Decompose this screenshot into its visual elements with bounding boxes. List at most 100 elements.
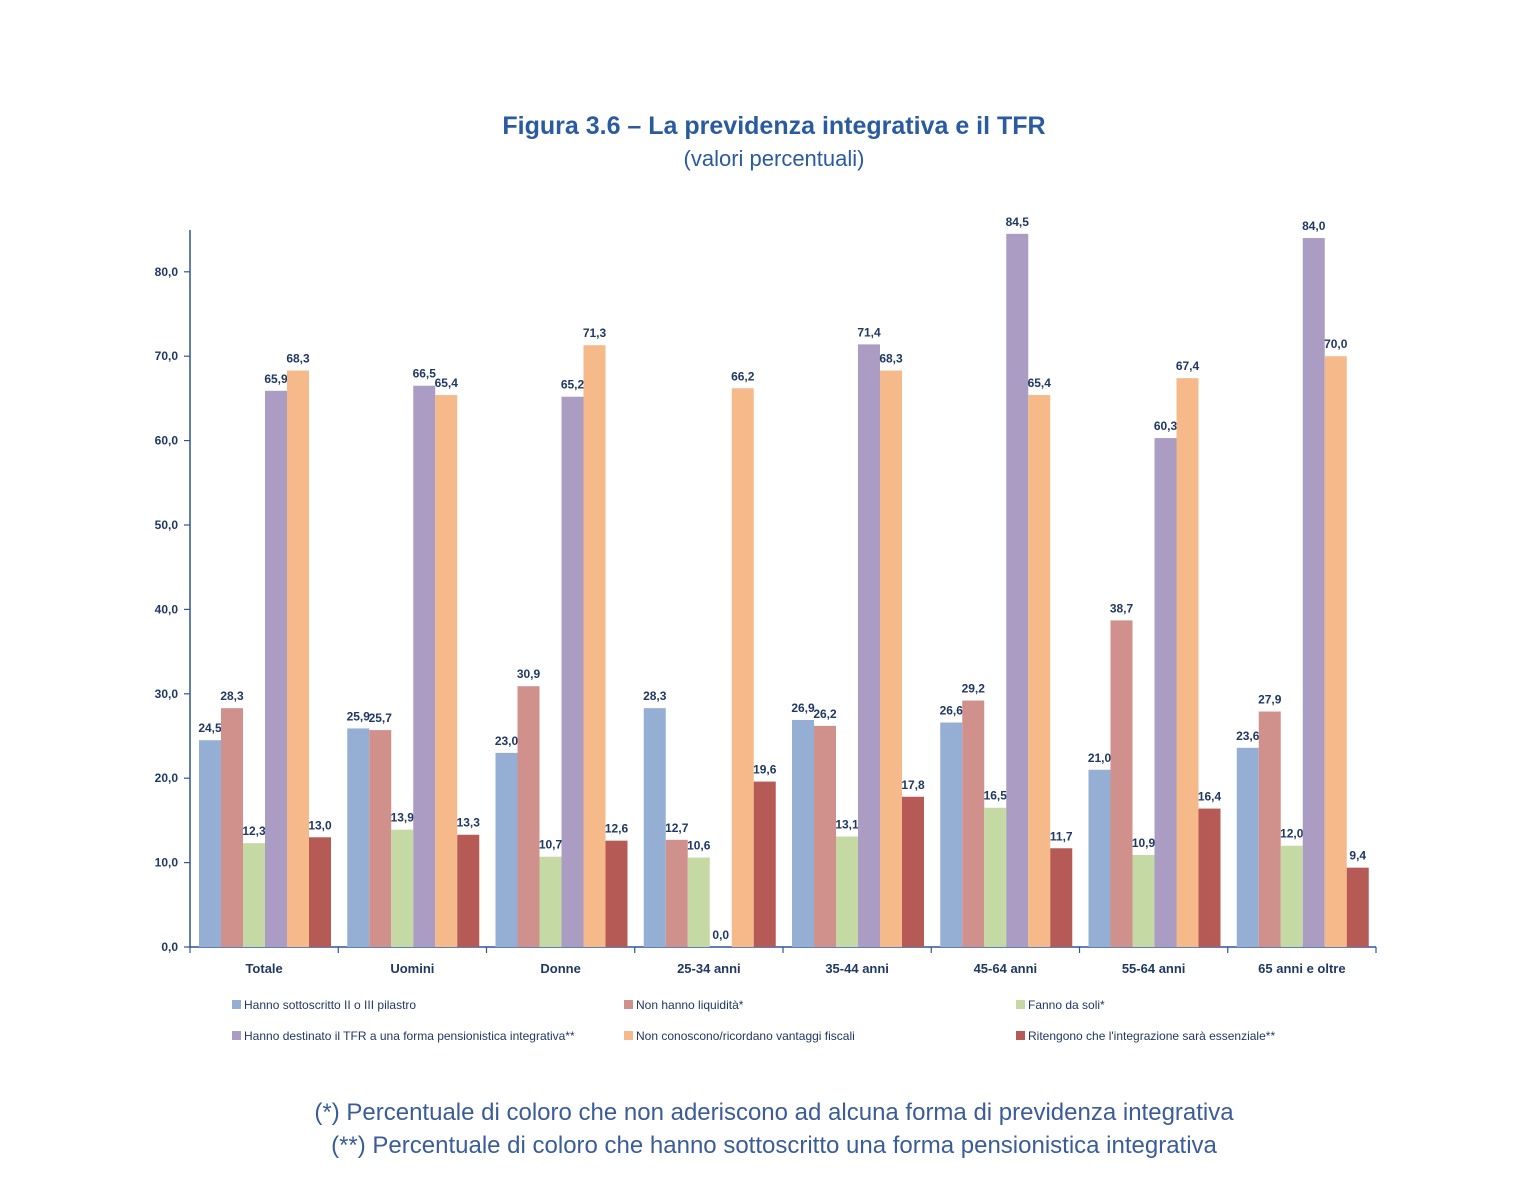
bar [1324,356,1347,947]
data-label: 21,0 [1088,751,1112,765]
data-label: 25,7 [369,711,393,725]
data-label: 67,4 [1176,359,1200,373]
legend-swatch [624,1031,633,1040]
bar [605,840,628,947]
bar [687,857,710,947]
bar [880,370,902,948]
data-label: 9,4 [1349,849,1366,863]
data-label: 13,1 [835,817,859,831]
y-tick-label: 40,0 [155,602,179,616]
data-label: 26,9 [791,701,815,715]
bar [1050,848,1073,947]
bar [962,700,985,947]
bar-chart: 0,0 10,0 20,0 30,0 40,0 50,0 60,0 70,0 80,0 Total… [155,215,1377,1043]
data-label: 29,2 [962,682,986,696]
bar [836,836,858,947]
bar [940,722,963,947]
legend-label: Non conoscono/ricordano vantaggi fiscali [636,1029,855,1043]
data-label: 25,9 [347,709,371,723]
bar [495,752,518,947]
data-label: 13,0 [308,818,332,832]
footnote-single-asterisk: (*) Percentuale di coloro che non aderis… [314,1099,1234,1126]
bar [243,843,265,947]
legend-swatch [232,1031,241,1040]
data-label: 27,9 [1258,693,1282,707]
data-label: 0,0 [712,928,729,942]
data-label: 70,0 [1324,337,1348,351]
data-label: 26,6 [940,703,964,717]
data-label: 13,9 [391,811,415,825]
y-tick-label: 10,0 [155,856,179,870]
bar [457,834,480,947]
data-label: 10,7 [539,838,563,852]
data-label: 23,0 [495,734,519,748]
data-label: 10,6 [687,839,711,853]
bar [1258,711,1281,947]
legend-label: Hanno sottoscritto II o III pilastro [244,998,416,1012]
bar [265,390,287,948]
bar [287,370,309,948]
y-tick-label: 80,0 [155,265,179,279]
bar [199,740,221,947]
bar [1110,620,1133,947]
data-label: 16,5 [984,789,1008,803]
data-label: 13,3 [457,816,481,830]
x-tick-label: 35-44 anni [825,961,889,976]
data-label: 66,2 [731,369,755,383]
data-label: 28,3 [643,689,667,703]
x-tick-label: Totale [245,961,282,976]
chart-title: Figura 3.6 – La previdenza integrativa e… [502,112,1046,140]
bar [413,385,436,947]
bar [1006,233,1029,947]
data-label: 65,4 [435,376,459,390]
x-tick-label: 65 anni e oltre [1258,961,1345,976]
x-tick-label: 55-64 anni [1122,961,1186,976]
legend-label: Ritengono che l'integrazione sarà essenz… [1028,1029,1275,1043]
bar [814,725,836,947]
bar [1176,378,1199,947]
y-tick-label: 0,0 [161,940,178,954]
data-label: 17,8 [901,778,925,792]
y-tick-label: 20,0 [155,771,179,785]
bar [665,839,688,947]
data-label: 66,5 [413,367,437,381]
bar [1088,769,1111,947]
x-tick-label: 45-64 anni [974,961,1038,976]
data-label: 12,0 [1280,827,1304,841]
data-label: 68,3 [286,352,310,366]
bar [792,719,814,947]
legend-label: Fanno da soli* [1028,998,1105,1012]
legend-swatch [1016,1000,1025,1009]
bar [858,344,880,947]
data-label: 30,9 [517,667,541,681]
legend-label: Hanno destinato il TFR a una forma pensi… [244,1029,575,1043]
x-tick-label: Donne [540,961,580,976]
x-tick-label: 25-34 anni [677,961,741,976]
bar [561,396,584,947]
y-tick-label: 70,0 [155,349,179,363]
footnote-double-asterisk: (**) Percentuale di coloro che hanno sot… [331,1132,1217,1159]
data-label: 16,4 [1198,790,1222,804]
data-label: 12,7 [665,821,689,835]
bar [309,837,331,947]
data-label: 28,3 [220,689,244,703]
bar [583,345,606,947]
bar [1346,867,1369,947]
legend-label: Non hanno liquidità* [636,998,744,1012]
data-label: 68,3 [879,352,903,366]
bar [731,388,754,948]
bar [539,856,562,947]
data-label: 60,3 [1154,419,1178,433]
legend-swatch [1016,1031,1025,1040]
y-tick-label: 50,0 [155,518,179,532]
data-label: 71,4 [857,325,881,339]
data-label: 12,6 [605,822,629,836]
bar [1236,747,1259,947]
data-label: 10,9 [1132,836,1156,850]
data-label: 24,5 [198,721,222,735]
bar [753,781,776,947]
data-label: 12,3 [242,824,266,838]
data-label: 26,2 [813,707,837,721]
data-label: 19,6 [753,763,777,777]
legend-swatch [624,1000,633,1009]
